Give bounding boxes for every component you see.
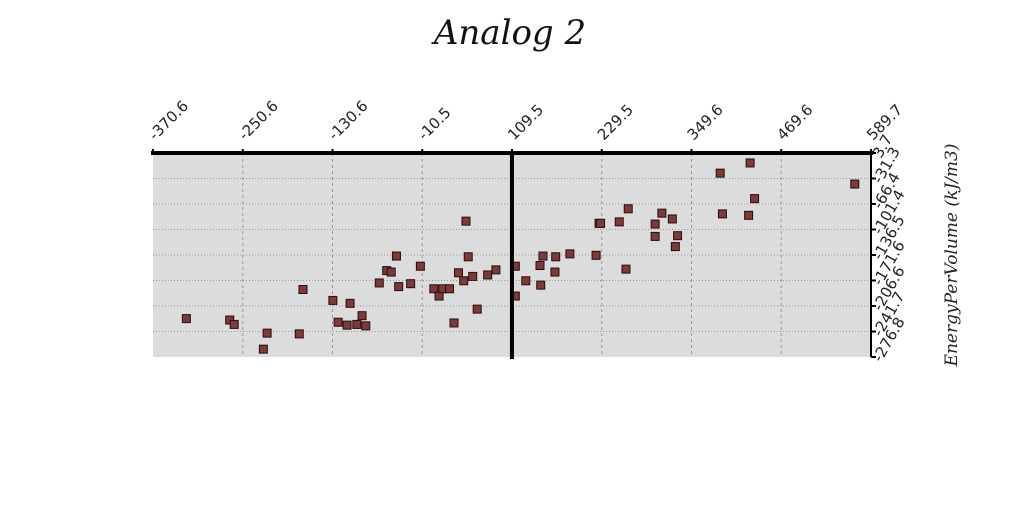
data-point xyxy=(463,252,473,262)
data-point xyxy=(472,304,482,314)
data-point xyxy=(345,298,355,308)
data-point xyxy=(328,295,338,305)
data-point xyxy=(394,282,404,292)
data-point xyxy=(591,250,601,260)
data-point xyxy=(596,218,606,228)
data-point xyxy=(521,276,531,286)
data-point xyxy=(483,270,493,280)
data-point xyxy=(454,268,464,278)
data-point xyxy=(352,319,362,329)
data-point xyxy=(750,194,760,204)
data-point xyxy=(614,217,624,227)
x-tick-label: 349.6 xyxy=(684,101,727,144)
x-tick-label: 469.6 xyxy=(773,101,816,144)
data-point xyxy=(850,179,860,189)
data-point xyxy=(357,311,367,321)
data-markers xyxy=(181,158,860,354)
data-point xyxy=(333,317,343,327)
data-point xyxy=(258,344,268,354)
data-point xyxy=(181,314,191,324)
data-point xyxy=(262,328,272,338)
data-point xyxy=(298,285,308,295)
data-point xyxy=(374,278,384,288)
data-point xyxy=(538,251,548,261)
y-axis-label: EnergyPerVolume (kJ/m3) xyxy=(942,144,962,368)
x-tick-label: -250.6 xyxy=(235,97,282,144)
data-point xyxy=(621,264,631,274)
data-point xyxy=(551,252,561,262)
data-point xyxy=(406,279,416,289)
data-point xyxy=(429,284,439,294)
data-point xyxy=(449,318,459,328)
data-point xyxy=(650,231,660,241)
x-axis-ticks: -370.6 -250.6 -130.6 -10.5 109.5 229.5 349.6 46… xyxy=(145,97,906,153)
data-point xyxy=(744,210,754,220)
data-point xyxy=(415,261,425,271)
data-point xyxy=(670,242,680,252)
chart-title: Analog 2 xyxy=(431,13,586,53)
x-tick-label: 109.5 xyxy=(504,101,547,144)
y-axis-ticks: 3.7-31.3-66.4-101.4-136.5-171.6-206.6-24… xyxy=(869,131,909,365)
data-point xyxy=(565,249,575,259)
data-point xyxy=(550,267,560,277)
data-point xyxy=(294,329,304,339)
data-point xyxy=(342,320,352,330)
data-point xyxy=(468,271,478,281)
data-point xyxy=(623,204,633,214)
data-point xyxy=(650,219,660,229)
data-point xyxy=(391,251,401,261)
data-point xyxy=(657,208,667,218)
data-point xyxy=(745,158,755,168)
data-point xyxy=(361,321,371,331)
data-point xyxy=(461,216,471,226)
x-tick-label: -130.6 xyxy=(325,97,372,144)
data-point xyxy=(717,209,727,219)
data-point xyxy=(491,265,501,275)
data-point xyxy=(445,284,455,294)
data-point xyxy=(535,261,545,271)
data-point xyxy=(459,276,469,286)
x-tick-label: 229.5 xyxy=(594,101,637,144)
x-tick-label: -10.5 xyxy=(414,104,454,144)
data-point xyxy=(229,319,239,329)
data-point xyxy=(715,168,725,178)
x-tick-label: -370.6 xyxy=(145,97,192,144)
data-point xyxy=(667,214,677,224)
data-point xyxy=(536,280,546,290)
data-point xyxy=(673,231,683,241)
data-point xyxy=(386,267,396,277)
